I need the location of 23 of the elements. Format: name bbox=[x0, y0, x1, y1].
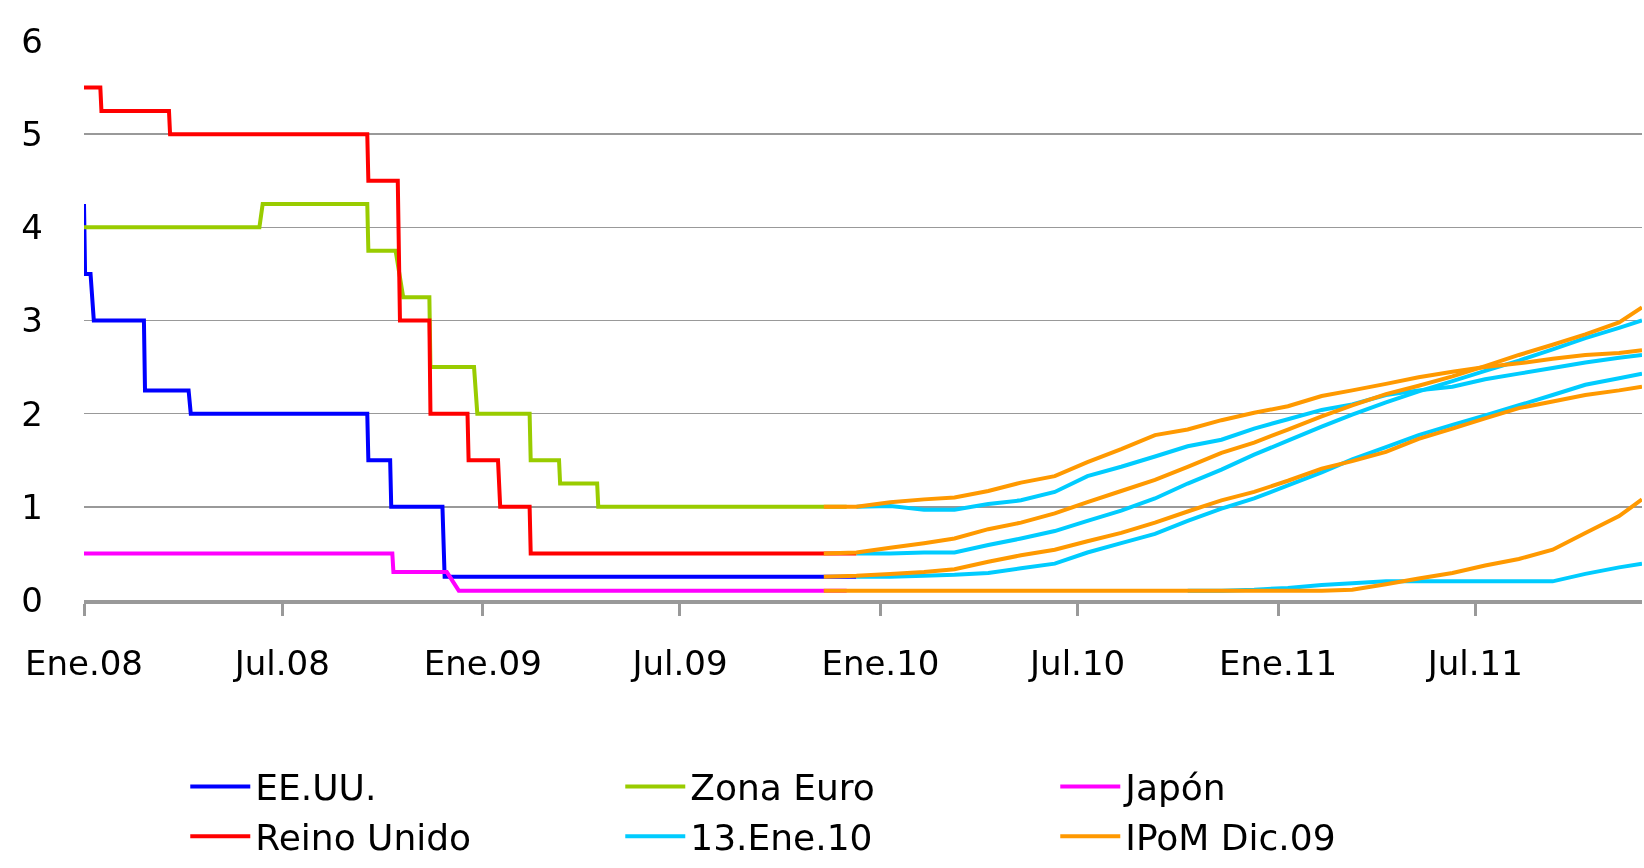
y-tick-label: 4 bbox=[21, 207, 43, 248]
x-tick-label: Ene.08 bbox=[24, 642, 144, 683]
legend-label: IPoM Dic.09 bbox=[1125, 817, 1336, 859]
y-tick-label: 0 bbox=[21, 579, 43, 620]
legend-label: EE.UU. bbox=[255, 767, 377, 809]
y-tick-label: 6 bbox=[21, 20, 43, 61]
y-tick-label: 3 bbox=[21, 300, 43, 341]
x-tick-label: Jul.09 bbox=[630, 642, 728, 683]
y-tick-label: 5 bbox=[21, 114, 43, 155]
x-tick-label: Jul.10 bbox=[1028, 642, 1126, 683]
legend-label: Japón bbox=[1123, 767, 1226, 809]
line-series bbox=[821, 497, 1642, 593]
legend-label: 13.Ene.10 bbox=[690, 817, 873, 859]
legend-label: Reino Unido bbox=[255, 817, 472, 859]
x-tick-label: Ene.10 bbox=[821, 642, 940, 683]
x-tick-label: Jul.11 bbox=[1425, 642, 1523, 683]
y-tick-label: 2 bbox=[21, 393, 43, 434]
x-tick-label: Ene.11 bbox=[1219, 642, 1338, 683]
y-tick-label: 1 bbox=[21, 486, 43, 527]
line-series bbox=[84, 202, 859, 579]
x-tick-label: Jul.08 bbox=[232, 642, 330, 683]
legend-label: Zona Euro bbox=[690, 767, 875, 809]
x-tick-label: Ene.09 bbox=[423, 642, 542, 683]
